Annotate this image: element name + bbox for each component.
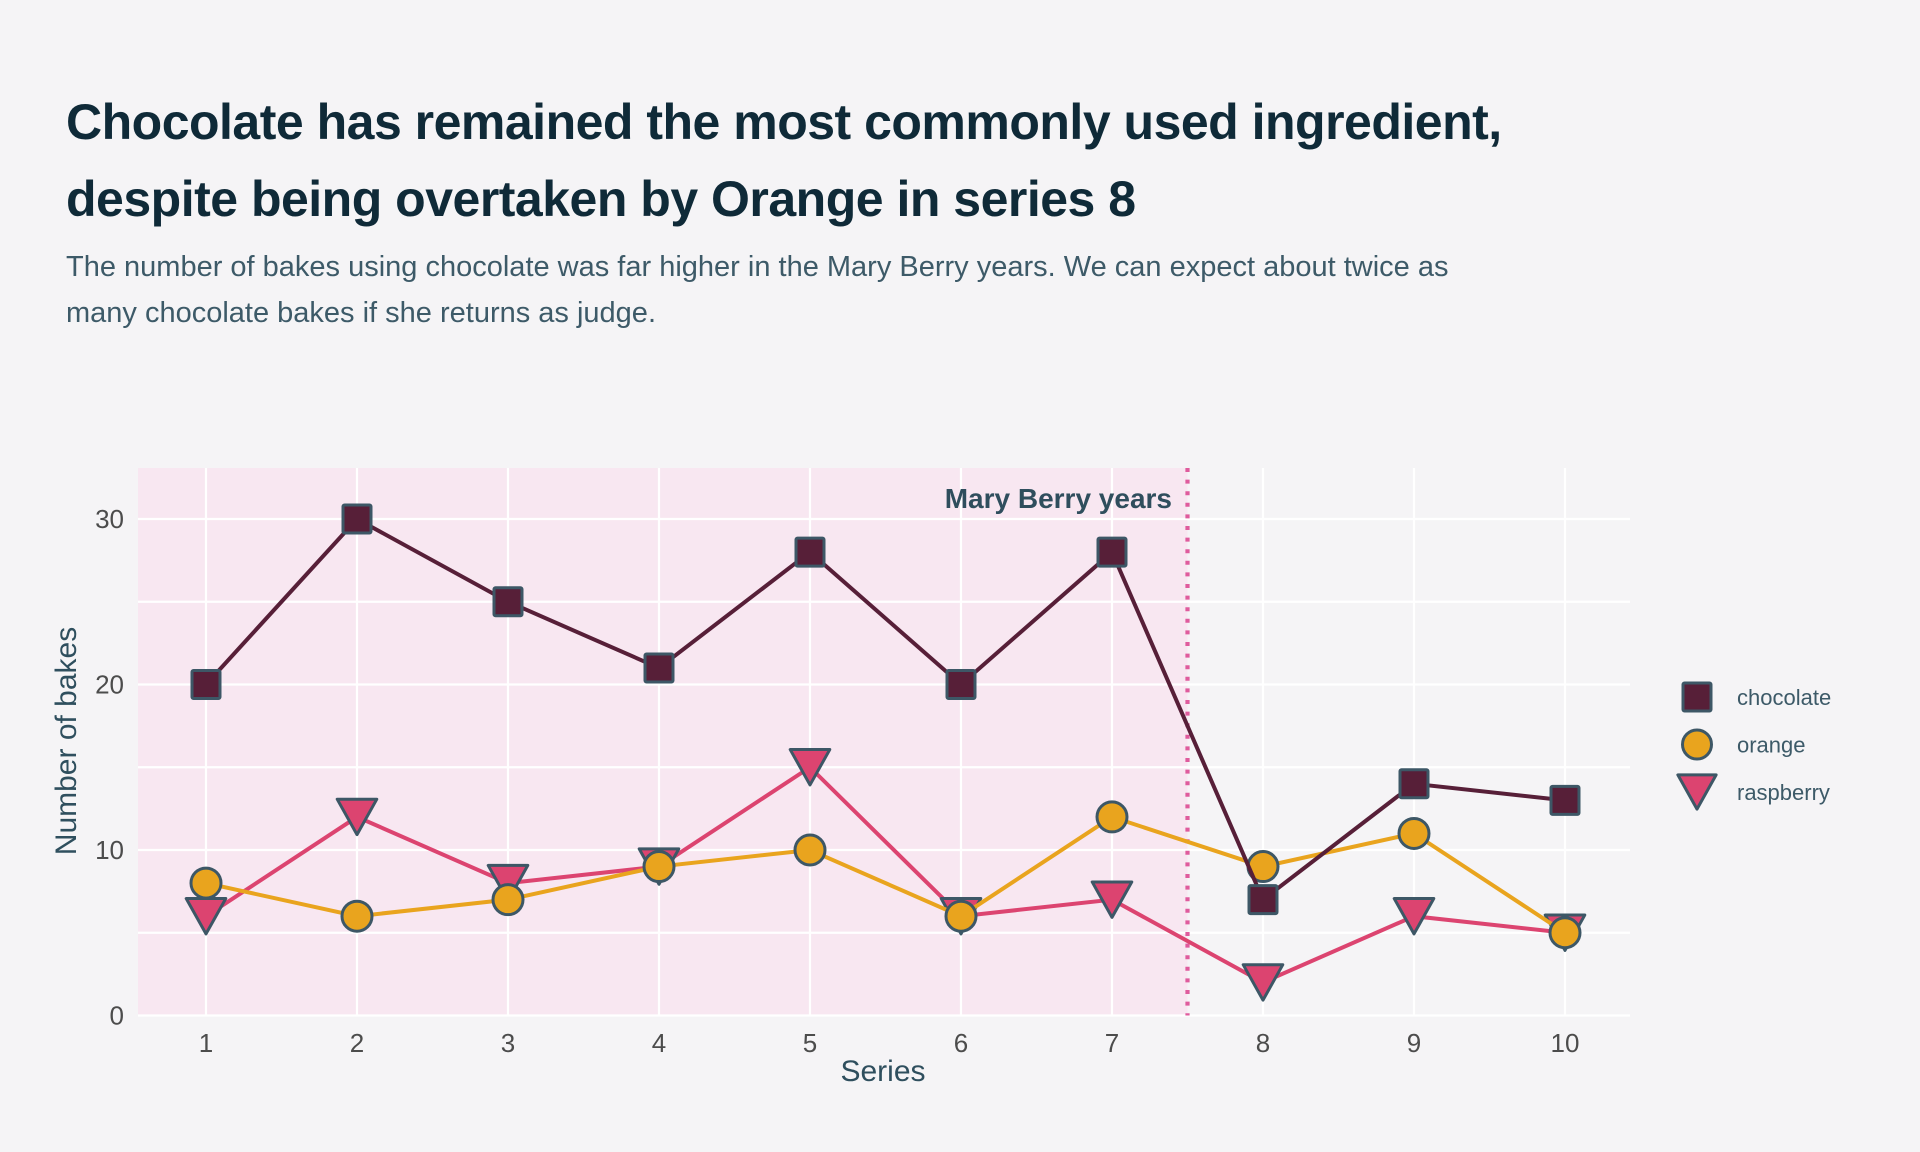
triangle-marker [1090,880,1134,919]
series-group [184,503,1587,1002]
circle-marker [189,866,223,900]
x-tick-label: 2 [350,1028,364,1058]
triangle-marker [335,797,379,837]
x-axis-tick-labels: 1 2 3 4 5 6 7 8 9 10 [199,1028,1580,1058]
triangle-marker [1676,773,1718,811]
circle-marker [944,899,978,933]
legend-item-orange[interactable]: orange [1681,728,1806,761]
x-tick-label: 5 [803,1028,817,1058]
series-orange [189,800,1582,950]
chart-subtitle: The number of bakes using chocolate was … [66,244,1448,336]
triangle-marker [1241,963,1285,1002]
square-marker [492,586,524,618]
square-marker [1681,681,1713,713]
circle-marker [340,899,374,933]
triangle-marker [788,748,832,787]
legend: chocolate orange raspberry [1676,681,1831,811]
chart-title-line-2: despite being overtaken by Orange in ser… [66,171,1136,227]
y-tick-label: 10 [95,835,124,865]
circle-marker [642,850,676,884]
x-axis-title: Series [840,1055,925,1088]
chart-title: Chocolate has remained the most commonly… [66,84,1502,238]
x-tick-label: 8 [1256,1028,1270,1058]
circle-marker [491,883,525,917]
legend-label: chocolate [1737,685,1831,710]
square-marker [341,503,373,535]
square-marker [794,536,826,568]
triangle-marker [1392,897,1436,936]
legend-item-chocolate[interactable]: chocolate [1681,681,1831,713]
square-marker [1549,784,1581,816]
chart-title-line-1: Chocolate has remained the most commonly… [66,94,1502,150]
circle-marker [1548,916,1582,950]
x-tick-label: 10 [1551,1028,1580,1058]
square-marker [945,669,977,700]
legend-item-raspberry[interactable]: raspberry [1676,773,1830,811]
square-marker [1096,536,1128,568]
square-marker [1247,884,1279,916]
circle-marker [1397,816,1431,850]
x-tick-label: 1 [199,1028,213,1058]
y-axis-title: Number of bakes [50,627,83,855]
circle-marker [1095,800,1129,834]
y-tick-label: 20 [95,670,124,700]
raspberry-line [204,764,1566,985]
orange-line [205,814,1567,935]
annotation-mary-berry-years: Mary Berry years [945,483,1172,514]
x-tick-label: 6 [954,1028,968,1058]
x-tick-label: 7 [1105,1028,1119,1058]
chart-subtitle-line-2: many chocolate bakes if she returns as j… [66,297,656,329]
mary-berry-region [138,468,1188,1016]
legend-label: orange [1737,733,1806,758]
x-tick-label: 4 [652,1028,666,1058]
series-chocolate [190,503,1581,916]
circle-marker [793,833,827,867]
square-marker [643,652,675,684]
circle-marker [1681,728,1713,761]
chart-subtitle-line-1: The number of bakes using chocolate was … [66,251,1449,283]
square-marker [190,669,222,700]
x-tick-label: 3 [501,1028,515,1058]
y-tick-label: 0 [110,1001,124,1031]
chocolate-line [204,516,1566,903]
legend-label: raspberry [1737,780,1830,805]
y-tick-label: 30 [95,504,124,534]
y-axis-tick-labels: 0 10 20 30 [95,504,124,1031]
triangle-marker [486,863,530,903]
square-marker [1398,768,1430,800]
x-tick-label: 9 [1407,1028,1421,1058]
